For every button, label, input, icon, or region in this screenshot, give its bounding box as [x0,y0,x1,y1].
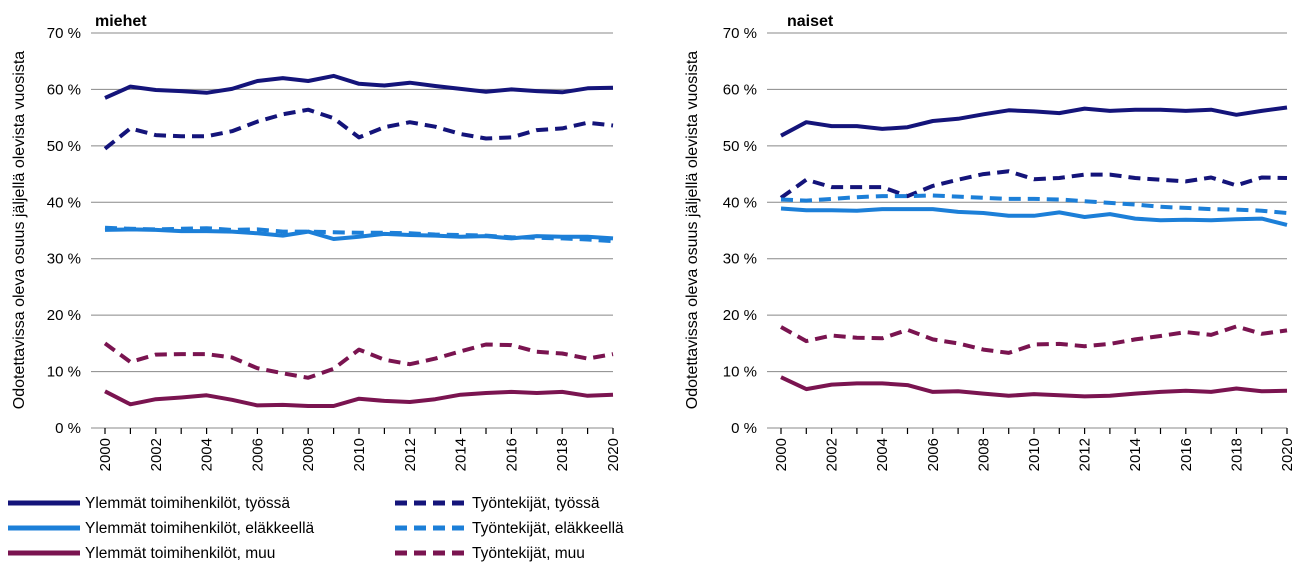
y-tick-label: 70 % [723,25,757,42]
y-axis-label-naiset: Odotettavissa oleva osuus jäljellä olevi… [684,51,701,410]
series-line-naiset [780,324,1288,355]
chart-title-naiset: naiset [787,13,834,30]
series-line-miehet [104,389,614,408]
x-tick-label: 2018 [554,438,571,471]
y-tick-label: 60 % [723,81,757,98]
x-tick-label: 2002 [824,438,841,471]
y-tick-label: 50 % [723,138,757,155]
x-tick-label: 2004 [199,438,216,471]
x-tick-label: 2010 [1026,438,1043,471]
chart-panel-miehet: miehet Odotettavissa oleva osuus jäljell… [11,13,622,471]
y-tick-label: 30 % [723,251,757,268]
series-line-naiset [780,193,1288,215]
x-tick-label: 2020 [1279,438,1296,471]
series-line-naiset [780,375,1288,399]
x-tick-label: 2016 [503,438,520,471]
x-tick-label: 2018 [1228,438,1245,471]
x-tick-label: 2016 [1178,438,1195,471]
y-tick-label: 30 % [47,251,81,268]
y-tick-label: 40 % [47,194,81,211]
y-tick-label: 50 % [47,138,81,155]
x-tick-label: 2012 [1077,438,1094,471]
series-line-miehet [103,107,614,151]
x-tick-label: 2014 [453,438,470,471]
x-tick-label: 2014 [1127,438,1144,471]
y-tick-label: 70 % [47,25,81,42]
legend-label: Työntekijät, työssä [472,495,600,512]
x-tick-label: 2002 [148,438,165,471]
x-tick-label: 2000 [97,438,114,471]
y-tick-label: 0 % [55,420,81,437]
series-line-miehet [104,73,614,100]
x-tick-label: 2008 [975,438,992,471]
legend: Ylemmät toimihenkilöt, työssä Työntekijät… [8,495,624,562]
series-line-naiset [780,105,1288,138]
y-tick-label: 40 % [723,194,757,211]
x-tick-label: 2012 [402,438,419,471]
chart-panel-naiset: naiset Odotettavissa oleva osuus jäljell… [684,13,1296,471]
legend-label: Ylemmät toimihenkilöt, eläkkeellä [85,520,315,537]
chart-title-miehet: miehet [95,13,147,30]
y-tick-label: 0 % [731,420,757,437]
y-tick-label: 10 % [723,364,757,381]
y-axis-label-miehet: Odotettavissa oleva osuus jäljellä olevi… [11,51,28,410]
y-tick-label: 60 % [47,81,81,98]
y-tick-label: 20 % [47,307,81,324]
x-tick-label: 2020 [605,438,622,471]
legend-label: Työntekijät, muu [472,545,585,562]
x-tick-label: 2000 [773,438,790,471]
series-line-miehet [104,225,614,244]
x-tick-label: 2010 [351,438,368,471]
legend-label: Ylemmät toimihenkilöt, työssä [85,495,290,512]
series-line-naiset [779,169,1288,200]
series-line-naiset [780,206,1288,227]
legend-label: Ylemmät toimihenkilöt, muu [85,545,275,562]
legend-label: Työntekijät, eläkkeellä [472,520,624,537]
series-line-miehet [103,341,614,380]
x-tick-label: 2006 [925,438,942,471]
y-tick-label: 20 % [723,307,757,324]
x-tick-label: 2006 [249,438,266,471]
y-tick-label: 10 % [47,364,81,381]
x-tick-label: 2008 [300,438,317,471]
x-tick-label: 2004 [874,438,891,471]
